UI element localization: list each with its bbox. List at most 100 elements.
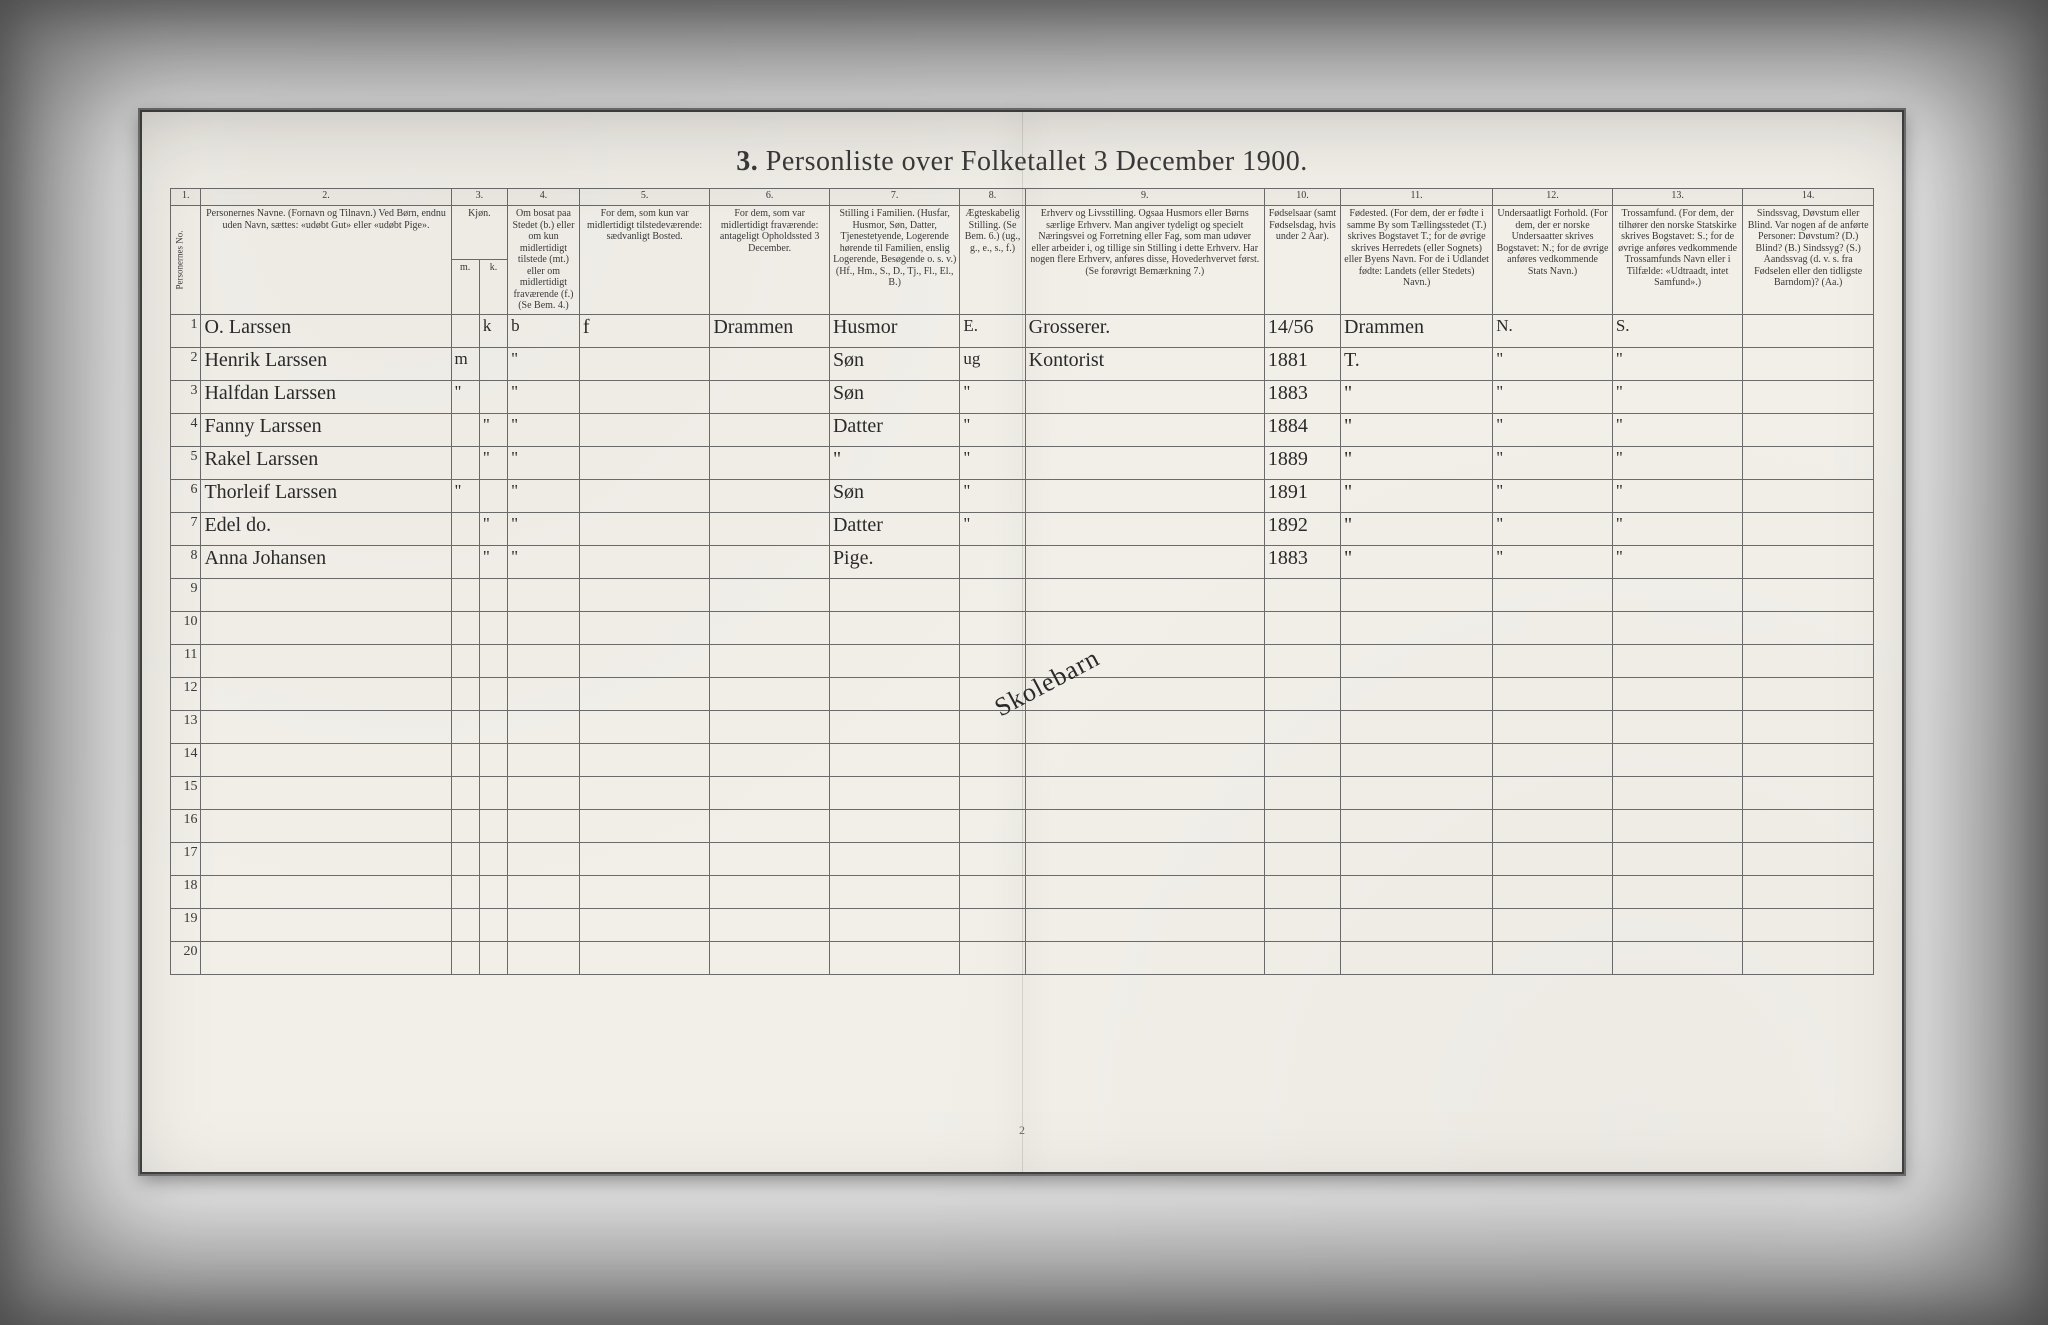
- cell-family-pos: [829, 908, 959, 941]
- cell-rownum: 11: [171, 644, 201, 677]
- cell-family-pos: [829, 941, 959, 974]
- cell-sex-m: [451, 743, 479, 776]
- cell-birthplace-text: ": [1344, 448, 1352, 470]
- cell-rownum-text: 3: [190, 383, 197, 398]
- cell-rownum: 9: [171, 578, 201, 611]
- cell-nationality: ": [1493, 413, 1613, 446]
- table-row: 5Rakel Larssen""""1889""": [171, 446, 1874, 479]
- cell-nationality: [1493, 710, 1613, 743]
- cell-nationality-text: ": [1496, 481, 1503, 500]
- cell-birthyear: 1883: [1264, 545, 1340, 578]
- hdr-disability: Sindssvag, Døvstum eller Blind. Var noge…: [1743, 206, 1874, 315]
- cell-birthyear-text: 1884: [1268, 415, 1308, 437]
- cell-occupation: [1025, 545, 1264, 578]
- cell-nationality: ": [1493, 446, 1613, 479]
- cell-disability: [1743, 776, 1874, 809]
- cell-rownum-text: 13: [183, 713, 197, 728]
- cell-disability: [1743, 611, 1874, 644]
- cell-family-pos: [829, 578, 959, 611]
- cell-birthplace: [1341, 908, 1493, 941]
- cell-faith: S.: [1612, 314, 1742, 347]
- cell-away-place: [710, 347, 830, 380]
- cell-sex-m: [451, 842, 479, 875]
- cell-sex-k: [479, 710, 507, 743]
- cell-rownum-text: 9: [190, 581, 197, 596]
- cell-faith: ": [1612, 380, 1742, 413]
- cell-family-pos: [829, 875, 959, 908]
- cell-birthyear: 1881: [1264, 347, 1340, 380]
- cell-sex-m: [451, 809, 479, 842]
- colnum-3: 3.: [451, 189, 508, 206]
- cell-sex-k: ": [479, 512, 507, 545]
- cell-sex-k: [479, 578, 507, 611]
- cell-birthplace: [1341, 677, 1493, 710]
- cell-faith: [1612, 644, 1742, 677]
- cell-birthplace: ": [1341, 446, 1493, 479]
- cell-family-pos: Pige.: [829, 545, 959, 578]
- cell-name: Henrik Larssen: [201, 347, 451, 380]
- cell-birthplace: [1341, 710, 1493, 743]
- cell-birthplace: T.: [1341, 347, 1493, 380]
- cell-usual-place: [579, 611, 709, 644]
- cell-family-pos: Husmor: [829, 314, 959, 347]
- cell-nationality: [1493, 875, 1613, 908]
- cell-nationality: [1493, 578, 1613, 611]
- table-row: 14: [171, 743, 1874, 776]
- cell-birthyear-text: 1883: [1268, 547, 1308, 569]
- cell-name-text: Halfdan Larssen: [204, 382, 336, 404]
- table-row: 16: [171, 809, 1874, 842]
- table-row: 13: [171, 710, 1874, 743]
- cell-away-place: [710, 677, 830, 710]
- cell-usual-place: [579, 413, 709, 446]
- cell-disability: [1743, 380, 1874, 413]
- cell-occupation: [1025, 512, 1264, 545]
- cell-rownum: 17: [171, 842, 201, 875]
- cell-marital: [960, 743, 1025, 776]
- cell-birthplace: [1341, 644, 1493, 677]
- cell-disability: [1743, 842, 1874, 875]
- cell-name: Edel do.: [201, 512, 451, 545]
- hdr-family-pos: Stilling i Familien. (Husfar, Husmor, Sø…: [829, 206, 959, 315]
- cell-sex-m-text: m: [455, 349, 468, 368]
- cell-faith: [1612, 941, 1742, 974]
- cell-rownum: 14: [171, 743, 201, 776]
- cell-residence-text: ": [511, 514, 518, 533]
- cell-residence-text: ": [511, 349, 518, 368]
- cell-marital-text: ": [963, 382, 970, 401]
- cell-residence: b: [508, 314, 580, 347]
- cell-nationality: [1493, 776, 1613, 809]
- cell-rownum: 6: [171, 479, 201, 512]
- cell-usual-place: [579, 512, 709, 545]
- hdr-usual-place: For dem, som kun var midlertidigt tilste…: [579, 206, 709, 315]
- document-frame: 3. Personliste over Folketallet 3 Decemb…: [140, 110, 1904, 1174]
- cell-name: [201, 644, 451, 677]
- cell-sex-m: [451, 776, 479, 809]
- cell-marital-text: ": [963, 415, 970, 434]
- cell-away-place: [710, 908, 830, 941]
- colnum-10: 10.: [1264, 189, 1340, 206]
- cell-faith: ": [1612, 347, 1742, 380]
- cell-away-place: [710, 809, 830, 842]
- cell-name: [201, 710, 451, 743]
- cell-usual-place: [579, 842, 709, 875]
- cell-rownum-text: 10: [183, 614, 197, 629]
- cell-name: [201, 743, 451, 776]
- cell-marital: [960, 941, 1025, 974]
- cell-sex-m: [451, 941, 479, 974]
- cell-family-pos: Datter: [829, 512, 959, 545]
- cell-faith: [1612, 875, 1742, 908]
- cell-family-pos-text: Datter: [833, 514, 883, 536]
- cell-disability: [1743, 512, 1874, 545]
- table-row: 20: [171, 941, 1874, 974]
- cell-rownum-text: 8: [190, 548, 197, 563]
- cell-faith: ": [1612, 545, 1742, 578]
- cell-sex-m: [451, 611, 479, 644]
- cell-birthyear: [1264, 809, 1340, 842]
- cell-usual-place: [579, 809, 709, 842]
- cell-faith: [1612, 809, 1742, 842]
- cell-faith-text: ": [1616, 349, 1623, 368]
- cell-usual-place: f: [579, 314, 709, 347]
- table-row: 12: [171, 677, 1874, 710]
- cell-nationality: [1493, 611, 1613, 644]
- cell-birthyear: [1264, 578, 1340, 611]
